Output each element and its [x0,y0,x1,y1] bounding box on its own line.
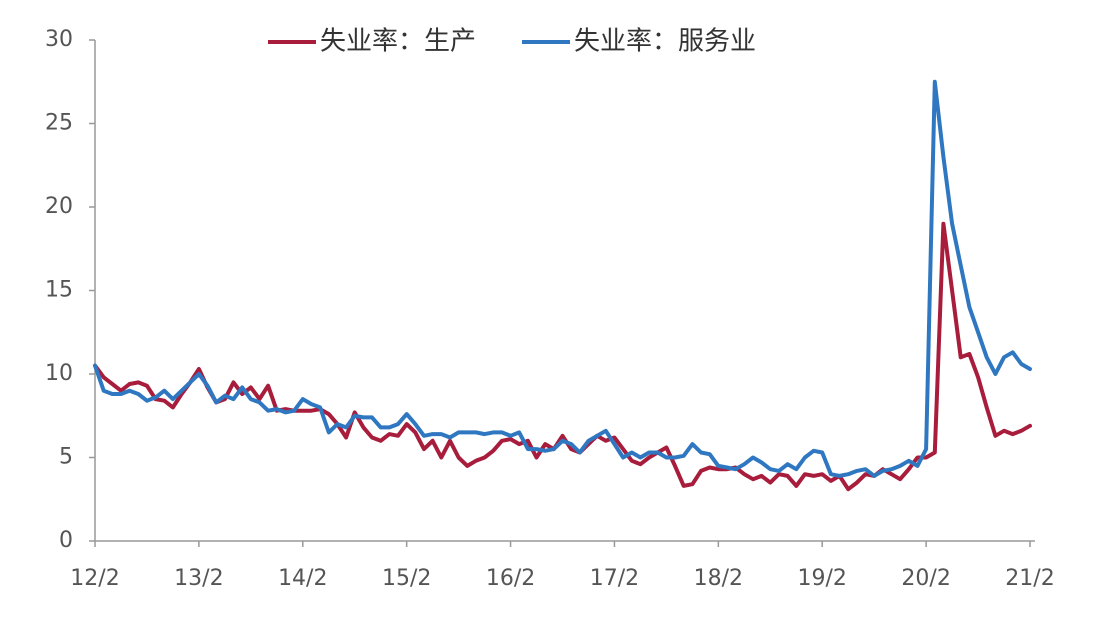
legend-label: 失业率：服务业 [574,27,756,57]
y-tick-label: 30 [45,27,73,52]
y-tick-label: 10 [45,361,73,386]
x-tick-label: 21/2 [1005,566,1054,591]
x-tick-label: 13/2 [174,566,223,591]
y-tick-label: 0 [59,528,73,553]
y-tick-label: 25 [45,111,73,136]
x-tick-label: 12/2 [70,566,119,591]
x-tick-label: 18/2 [694,566,743,591]
x-tick-label: 17/2 [590,566,639,591]
y-tick-label: 15 [45,278,73,303]
y-tick-label: 5 [59,445,73,470]
legend-label: 失业率：生产 [320,27,476,57]
series-line [93,221,1032,492]
x-tick-label: 14/2 [278,566,327,591]
y-tick-label: 20 [45,194,73,219]
series-line [93,79,1032,478]
x-tick-label: 16/2 [486,566,535,591]
x-tick-label: 20/2 [901,566,950,591]
x-tick-label: 15/2 [382,566,431,591]
x-tick-label: 19/2 [798,566,847,591]
